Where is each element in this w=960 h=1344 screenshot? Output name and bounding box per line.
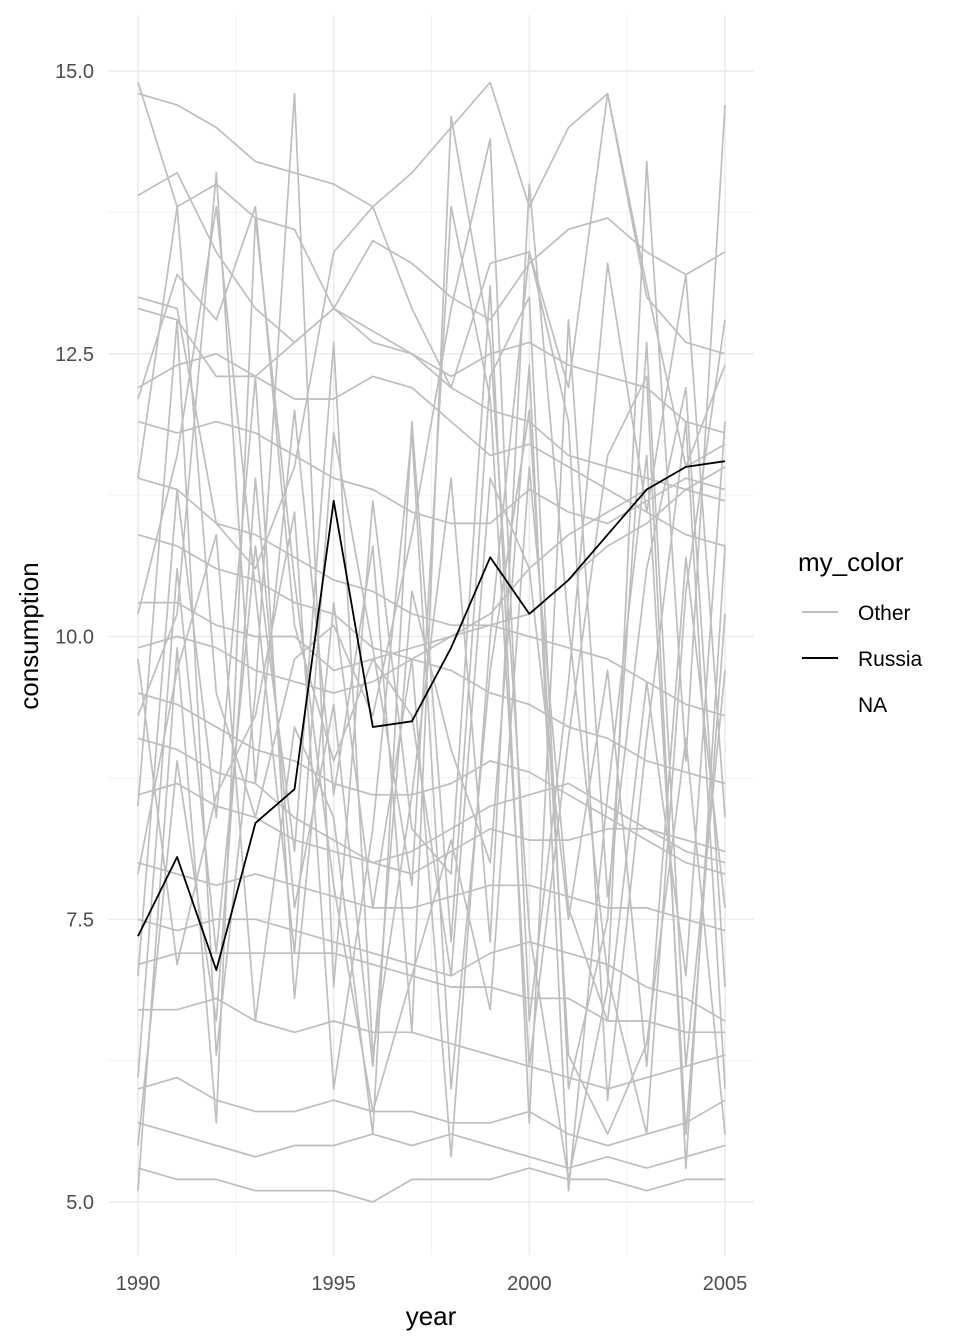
series-line-other-6 [137,477,726,717]
x-tick-label: 2000 [507,1273,552,1295]
highlight-series [137,460,726,971]
series-lines [137,81,726,1203]
series-line-other-3 [137,307,726,434]
series-line-other-1 [137,171,726,344]
x-axis-ticks: 1990 1995 2000 2005 [116,1273,748,1295]
series-line-other-29 [137,217,726,1191]
series-line-other-7 [137,466,726,660]
series-line-other-19 [137,1167,725,1203]
y-tick-label: 5.0 [66,1192,94,1214]
series-line-other-28 [137,364,726,1192]
y-tick-label: 15.0 [55,61,94,83]
legend-label-russia: Russia [858,648,923,671]
series-line-other-18 [137,1121,726,1169]
legend-title: my_color [798,547,904,577]
series-line-other-30 [137,409,726,1135]
series-line-other-22 [137,205,726,1169]
series-line-other-14 [137,918,726,1022]
series-line-other-23 [137,104,726,1181]
x-axis-title: year [406,1301,457,1331]
series-line-other-2 [137,81,726,355]
series-line-other-20 [137,92,726,570]
series-line-other-0 [137,82,726,502]
series-line-other-16 [138,997,726,1090]
series-line-other-17 [137,1076,726,1147]
legend-label-other: Other [858,602,911,625]
series-line-russia [137,460,726,971]
series-line-other-31 [137,205,726,1068]
legend: my_color Other Russia NA [798,547,923,717]
x-tick-label: 2005 [703,1273,748,1295]
series-line-other-15 [137,952,725,1034]
x-tick-label: 1995 [311,1273,356,1295]
y-axis-title: consumption [14,562,44,709]
y-axis-ticks: 5.0 7.5 10.0 12.5 15.0 [55,61,94,1214]
y-tick-label: 7.5 [66,909,94,931]
legend-label-na: NA [858,694,887,717]
y-tick-label: 10.0 [55,627,94,649]
y-tick-label: 12.5 [55,344,94,366]
x-tick-label: 1990 [116,1273,161,1295]
